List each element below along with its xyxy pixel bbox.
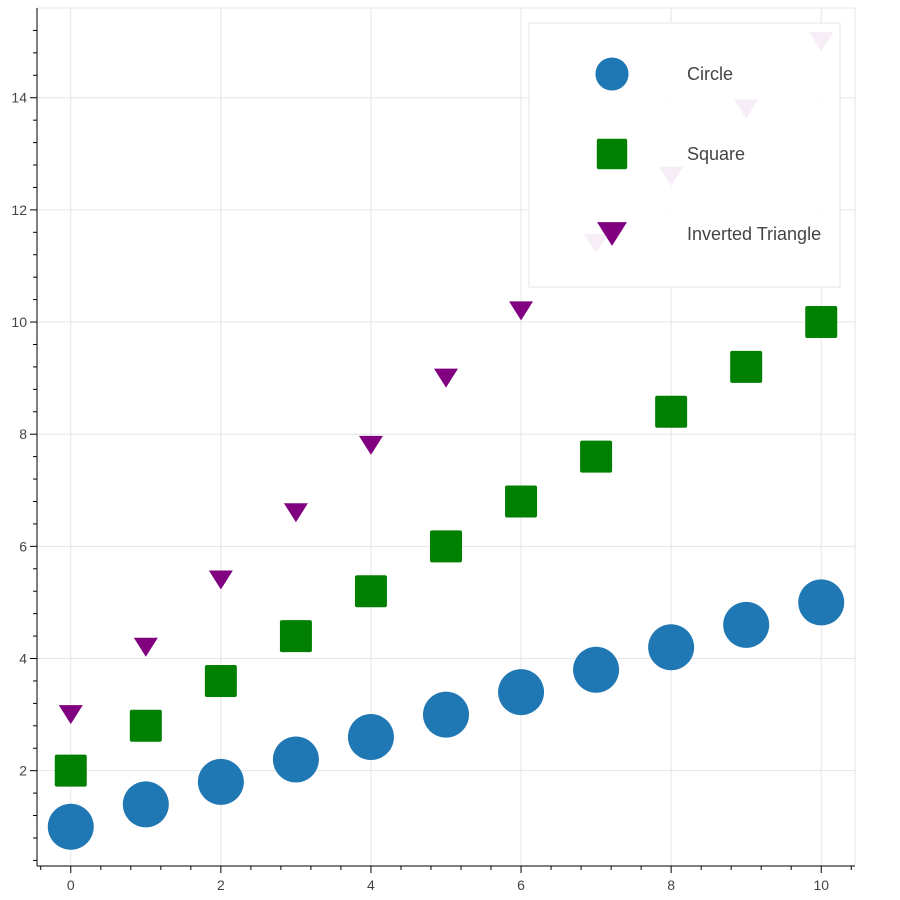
x-tick-label: 10 bbox=[813, 877, 829, 893]
y-axis: 2 4 6 8 10 12 14 bbox=[11, 8, 38, 866]
square-marker bbox=[580, 440, 613, 473]
inverted-triangle-marker bbox=[509, 301, 534, 321]
y-tick-label: 2 bbox=[19, 763, 27, 779]
legend: Circle Square Inverted Triangle bbox=[528, 22, 841, 288]
square-marker bbox=[279, 620, 312, 653]
square-marker bbox=[54, 754, 87, 787]
y-tick-label: 12 bbox=[11, 202, 27, 218]
legend-box bbox=[528, 22, 841, 288]
circle-marker bbox=[498, 669, 545, 716]
square-marker bbox=[730, 350, 763, 383]
circle-marker bbox=[648, 624, 695, 671]
x-tick-label: 4 bbox=[367, 877, 375, 893]
square-marker bbox=[204, 664, 237, 697]
legend-square-marker bbox=[596, 138, 628, 170]
series-layer bbox=[47, 32, 845, 850]
y-tick-label: 4 bbox=[19, 651, 27, 667]
circle-marker bbox=[347, 714, 394, 761]
legend-inverted-triangle-marker bbox=[597, 222, 627, 246]
axes: 0 2 4 6 8 10 2 4 6 8 10 12 14 bbox=[11, 8, 855, 893]
y-tick-label: 14 bbox=[11, 90, 27, 106]
inverted-triangle-marker bbox=[58, 705, 83, 725]
circle-marker bbox=[122, 781, 169, 828]
circle-marker bbox=[47, 803, 94, 850]
plot-frame bbox=[37, 7, 856, 866]
square-marker bbox=[129, 709, 162, 742]
inverted-triangle-marker bbox=[358, 435, 383, 455]
inverted-triangle-marker bbox=[283, 503, 308, 523]
inverted-triangle-marker bbox=[434, 368, 458, 388]
legend-label: Circle bbox=[687, 64, 733, 84]
square-marker bbox=[805, 306, 838, 339]
x-axis: 0 2 4 6 8 10 bbox=[37, 865, 855, 893]
x-tick-label: 6 bbox=[517, 877, 525, 893]
y-tick-label: 8 bbox=[19, 426, 27, 442]
legend-item: Square bbox=[596, 138, 745, 170]
circle-marker bbox=[423, 691, 469, 738]
inverted-triangle-marker bbox=[208, 570, 233, 590]
legend-item: Inverted Triangle bbox=[597, 222, 821, 246]
legend-label: Square bbox=[687, 144, 745, 164]
series-circle bbox=[47, 579, 845, 850]
circle-marker bbox=[197, 758, 244, 805]
square-marker bbox=[655, 395, 688, 428]
x-tick-label: 2 bbox=[217, 877, 225, 893]
legend-circle-marker bbox=[595, 57, 629, 91]
y-tick-label: 10 bbox=[11, 314, 27, 330]
legend-item: Circle bbox=[595, 57, 733, 91]
inverted-triangle-marker bbox=[133, 637, 158, 657]
circle-marker bbox=[723, 601, 770, 648]
square-marker bbox=[354, 575, 387, 608]
square-marker bbox=[505, 485, 538, 518]
circle-marker bbox=[573, 646, 620, 693]
x-tick-label: 8 bbox=[667, 877, 675, 893]
series-square bbox=[54, 306, 838, 787]
legend-label: Inverted Triangle bbox=[687, 224, 821, 244]
circle-marker bbox=[272, 736, 319, 783]
y-tick-label: 6 bbox=[19, 538, 27, 554]
x-tick-label: 0 bbox=[67, 877, 75, 893]
circle-marker bbox=[798, 579, 845, 626]
square-marker bbox=[430, 530, 462, 563]
